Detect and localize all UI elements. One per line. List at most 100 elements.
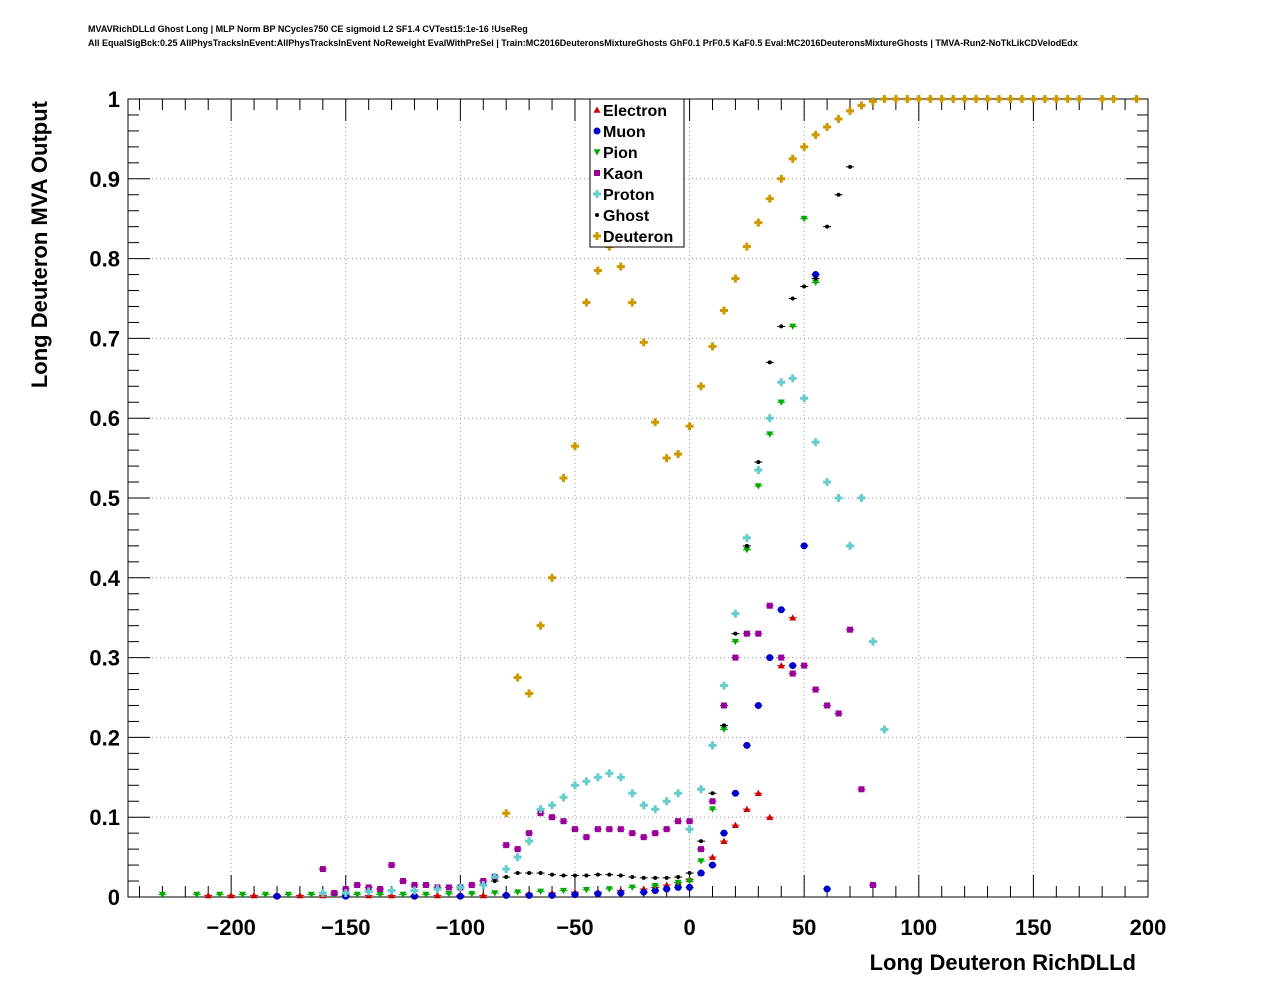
data-point-v: [928, 95, 932, 103]
data-point-v: [733, 274, 737, 283]
data-point: [754, 483, 762, 490]
data-point: [811, 130, 820, 139]
data-point: [422, 891, 430, 899]
data-point: [697, 382, 706, 391]
data-point: [1063, 95, 1072, 103]
data-point: [836, 192, 841, 197]
data-point: [536, 621, 545, 630]
data-point: [674, 789, 683, 798]
data-point-v: [779, 174, 783, 183]
data-point: [296, 891, 304, 899]
data-point: [754, 218, 763, 227]
data-point: [1075, 95, 1084, 103]
series-proton: [318, 374, 889, 898]
data-point: [754, 466, 763, 475]
data-point: [538, 871, 543, 876]
data-point-v: [756, 466, 760, 475]
data-point-v: [768, 194, 772, 203]
data-point: [537, 888, 545, 895]
data-point: [789, 670, 796, 677]
x-tick-label: −200: [206, 915, 256, 940]
data-point: [1017, 95, 1026, 103]
data-point-v: [1054, 95, 1058, 103]
data-point: [823, 885, 831, 893]
data-point-v: [699, 785, 703, 794]
data-point-v: [940, 95, 944, 103]
data-point: [708, 741, 717, 750]
data-point: [354, 882, 361, 889]
data-point-v: [665, 797, 669, 806]
data-point: [801, 662, 808, 669]
data-point: [800, 394, 809, 403]
data-point: [364, 887, 373, 896]
data-point: [766, 431, 774, 438]
data-point: [319, 866, 326, 873]
data-point: [662, 454, 671, 463]
x-tick-label: −150: [321, 915, 371, 940]
data-point-v: [527, 689, 531, 698]
data-point-v: [676, 789, 680, 798]
data-point: [789, 662, 797, 670]
data-point-v: [573, 781, 577, 790]
data-points: [158, 95, 1141, 900]
data-point: [777, 662, 785, 669]
x-tick-label: −50: [556, 915, 593, 940]
data-point: [1109, 95, 1118, 103]
legend-marker-deuteron-v: [595, 232, 599, 240]
data-point: [903, 95, 912, 103]
data-point-v: [951, 95, 955, 103]
data-point: [571, 826, 578, 833]
legend-marker-electron: [593, 106, 601, 113]
data-point: [331, 890, 338, 897]
data-point: [502, 891, 510, 899]
data-point-v: [791, 374, 795, 383]
data-point-v: [607, 769, 611, 778]
data-point: [410, 886, 419, 895]
data-point-v: [1031, 95, 1035, 103]
data-point: [504, 875, 509, 880]
data-point: [778, 654, 785, 661]
data-point: [513, 673, 522, 682]
data-point-v: [1077, 95, 1081, 103]
data-point: [880, 95, 889, 103]
data-point-v: [390, 886, 394, 895]
data-point-v: [779, 378, 783, 387]
data-point: [719, 681, 728, 690]
data-point: [824, 702, 831, 709]
data-point: [708, 806, 716, 813]
data-point: [525, 689, 534, 698]
legend-marker-muon: [593, 127, 601, 135]
data-point: [640, 834, 647, 841]
data-point: [605, 769, 614, 778]
data-point: [848, 164, 853, 169]
data-point: [593, 773, 602, 782]
data-point: [914, 95, 923, 103]
data-point-v: [768, 414, 772, 423]
data-point-v: [802, 394, 806, 403]
data-point-v: [710, 741, 714, 750]
data-point: [697, 785, 706, 794]
data-point: [825, 224, 830, 229]
data-point: [710, 791, 715, 796]
data-point-v: [745, 533, 749, 542]
data-point: [719, 306, 728, 315]
x-tick-label: 150: [1015, 915, 1052, 940]
legend: Electron Muon Pion Kaon Proton Ghost Deuteron: [589, 98, 685, 248]
data-point: [318, 889, 327, 898]
data-point: [802, 284, 807, 289]
series-pion: [158, 215, 820, 899]
data-point: [492, 879, 497, 884]
data-point: [800, 142, 809, 151]
data-point: [674, 883, 682, 891]
data-point: [605, 886, 613, 893]
data-point: [868, 637, 877, 646]
data-point: [422, 882, 429, 889]
data-point-v: [504, 809, 508, 818]
data-point: [732, 654, 739, 661]
data-point-v: [882, 95, 886, 103]
data-point-v: [917, 95, 921, 103]
data-point: [823, 478, 832, 487]
data-point: [811, 438, 820, 447]
x-tick-label: 100: [900, 915, 937, 940]
